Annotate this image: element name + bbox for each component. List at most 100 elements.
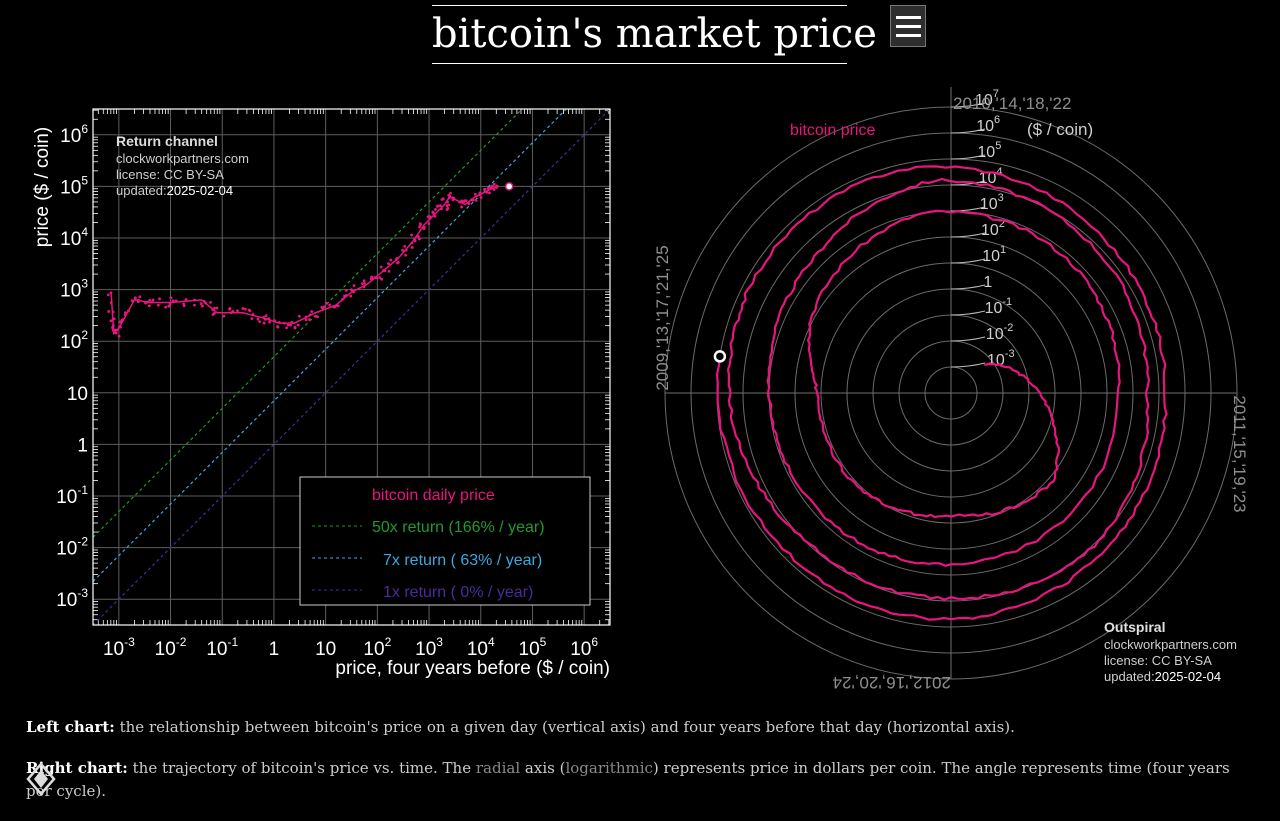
price-point [445,204,449,208]
price-point [147,304,151,308]
price-point [111,310,115,314]
price-point [118,325,121,329]
price-point [201,304,204,308]
price-point [256,317,260,321]
price-point [428,216,431,219]
price-point [258,320,262,324]
price-point [138,295,142,299]
price-point [215,306,219,310]
price-point [492,182,496,186]
price-point [360,282,364,286]
left-xtick-label: 102 [363,635,391,660]
left-chart-title: Return channel [116,133,218,149]
price-point [112,317,116,321]
radial-tick-label: 107 [975,88,999,109]
price-point [296,323,300,327]
price-point [115,328,119,332]
left-xtick-label: 10 [315,639,336,660]
price-point [321,307,325,311]
price-point [362,285,366,289]
angle-label-left: 2009,'13,'17,'21,'25 [653,245,672,390]
radial-tick-leader [950,336,986,342]
price-point [236,309,239,313]
price-point [410,246,414,249]
legend-7x-return: 7x return ( 63% / year) [383,552,542,569]
price-point [243,307,247,311]
hamburger-menu-button[interactable] [890,5,926,47]
price-point [158,297,161,301]
price-point [109,319,113,323]
price-point [308,318,311,321]
price-point [378,276,382,280]
price-point [264,314,268,317]
left-xtick-label: 104 [467,635,495,660]
left-ytick-label: 10-1 [56,483,88,508]
price-point [389,258,393,262]
price-point [293,326,297,330]
price-point [413,239,417,243]
left-ytick-label: 102 [60,328,88,353]
radial-tick-label: 104 [979,166,1003,187]
radial-link[interactable]: radial [475,759,521,777]
price-point [478,191,482,195]
logarithmic-link[interactable]: logarithmic [565,759,653,777]
price-point [124,311,127,315]
left-xtick-label: 10-3 [103,635,135,660]
legend-bitcoin-daily-price: bitcoin daily price [372,487,495,504]
radial-tick-label: 102 [981,218,1005,239]
price-point [440,207,443,211]
price-point [418,237,421,241]
left-chart-legend: bitcoin daily price 50x return (166% / y… [299,476,591,606]
price-point [316,315,320,319]
price-point [276,325,280,329]
left-ytick-label: 106 [60,122,88,147]
price-point [130,299,134,303]
price-point [282,321,286,325]
price-point [474,198,478,202]
left-xtick-label: 10-2 [155,635,187,660]
price-point [362,279,366,283]
price-point [418,222,422,226]
price-point [123,313,127,317]
price-point [485,190,489,194]
right-caption-label: Right chart: [26,759,128,777]
radial-tick-leader [950,128,986,134]
price-point [334,304,338,308]
left-ytick-label: 103 [60,277,88,302]
price-point [404,253,408,257]
price-point [473,192,477,196]
price-point [193,298,196,302]
price-point [117,334,121,338]
price-point [341,297,344,301]
radial-tick-leader [950,232,986,238]
price-point [167,304,171,308]
left-ytick-label: 10 [67,384,88,405]
price-point [452,196,456,200]
price-point [380,277,384,281]
left-chart-return-lines [92,108,611,626]
price-point [277,320,281,324]
price-point [114,331,118,335]
price-point [262,315,266,319]
left-chart-license: license: CC BY-SA [116,167,224,182]
right-chart-current-point [713,350,727,363]
price-point [182,304,186,308]
return-line [92,108,611,626]
left-chart-frame [92,108,611,626]
site-logo-icon[interactable] [24,762,58,796]
price-point [290,320,294,324]
radial-tick-label: 103 [980,192,1004,213]
left-xtick-label: 1 [269,639,280,660]
radial-tick-label: 1 [983,274,992,291]
price-point [168,302,172,306]
price-point [416,235,420,238]
price-point [433,214,437,218]
price-point [310,310,314,313]
price-point [146,300,149,304]
price-point [492,188,496,191]
right-chart-source: clockworkpartners.com [1104,637,1237,652]
price-point [336,304,340,308]
right-chart-updated: updated:2025-02-04 [1104,669,1221,684]
price-point [495,186,498,189]
price-point [431,210,435,214]
